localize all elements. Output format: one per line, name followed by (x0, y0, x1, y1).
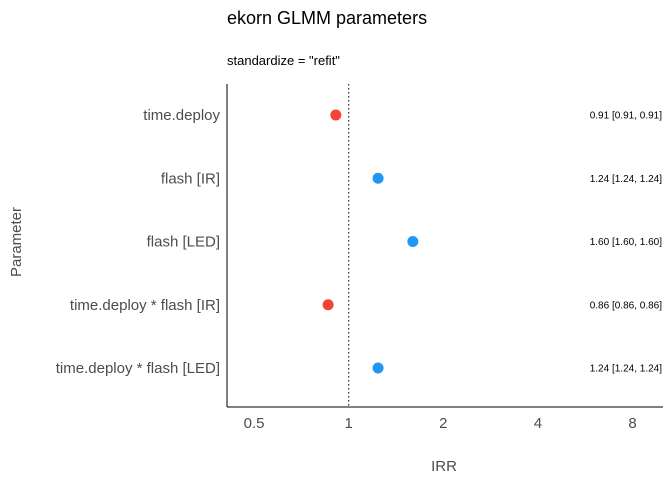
estimate-point (330, 109, 342, 121)
x-axis-title: IRR (431, 458, 457, 475)
data-label: 0.91 [0.91, 0.91] (590, 111, 663, 122)
estimate-point (322, 299, 334, 311)
y-tick-label: flash [LED] (147, 234, 220, 251)
data-label: 1.24 [1.24, 1.24] (590, 364, 663, 375)
x-tick-label: 2 (439, 415, 447, 432)
y-tick-label: time.deploy * flash [LED] (56, 360, 220, 377)
x-tick-label: 0.5 (244, 415, 265, 432)
y-axis-title: Parameter (8, 207, 25, 277)
data-label: 0.86 [0.86, 0.86] (590, 300, 663, 311)
x-tick-label: 8 (628, 415, 636, 432)
axes: 0.5 1 2 4 8 time.deploy flash [IR] flash [LED] t… (56, 84, 663, 432)
data-label: 1.24 [1.24, 1.24] (590, 174, 663, 185)
data-label: 1.60 [1.60, 1.60] (590, 237, 663, 248)
y-tick-label: flash [IR] (161, 170, 220, 187)
y-tick-label: time.deploy (143, 107, 220, 124)
estimate-point (407, 236, 419, 247)
estimate-point (372, 172, 384, 184)
x-tick-label: 4 (534, 415, 542, 432)
x-tick-label: 1 (345, 415, 353, 432)
chart-subtitle: standardize = "refit" (227, 53, 340, 68)
y-tick-label: time.deploy * flash [IR] (70, 297, 220, 314)
plot-marks: 0.91 [0.91, 0.91] 1.24 [1.24, 1.24] 1.60 [… (322, 109, 663, 375)
estimate-point (372, 362, 384, 374)
chart-title: ekorn GLMM parameters (227, 8, 428, 28)
